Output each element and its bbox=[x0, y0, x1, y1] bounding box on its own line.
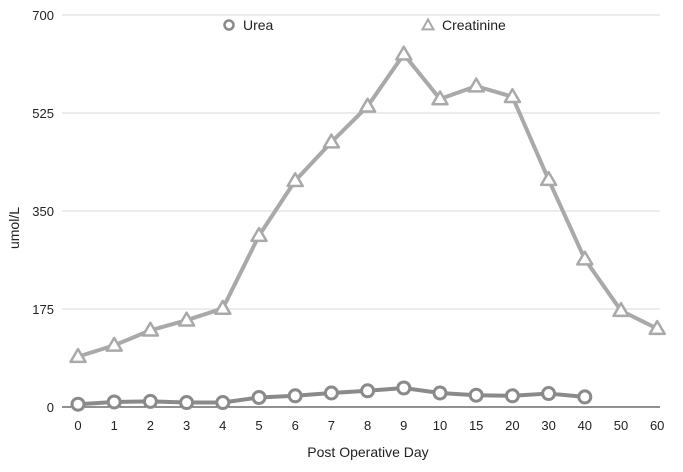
y-axis-title: umol/L bbox=[6, 207, 22, 249]
x-tick-label: 6 bbox=[292, 418, 299, 433]
urea-point bbox=[70, 396, 86, 412]
creatinine-point bbox=[612, 301, 630, 318]
x-tick-label: 10 bbox=[433, 418, 447, 433]
creatinine-point bbox=[539, 170, 558, 187]
urea-point bbox=[323, 385, 339, 401]
series-urea bbox=[70, 380, 593, 412]
creatinine-point bbox=[395, 45, 413, 61]
x-tick-label: 15 bbox=[469, 418, 483, 433]
urea-point bbox=[360, 383, 376, 399]
x-tick-label: 50 bbox=[614, 418, 628, 433]
creatinine-point bbox=[214, 299, 232, 315]
creatinine-point bbox=[467, 77, 485, 93]
creatinine-point bbox=[286, 172, 304, 188]
urea-point bbox=[179, 395, 195, 411]
urea-point bbox=[432, 385, 448, 401]
y-tick-label: 0 bbox=[47, 400, 54, 415]
x-tick-label: 40 bbox=[578, 418, 592, 433]
legend: Urea Creatinine bbox=[223, 17, 506, 33]
creatinine-point bbox=[105, 336, 123, 352]
x-tick-label: 2 bbox=[147, 418, 154, 433]
gridlines bbox=[62, 14, 660, 310]
legend-item-urea: Urea bbox=[223, 17, 274, 33]
x-tick-label: 7 bbox=[328, 418, 335, 433]
urea-point bbox=[251, 389, 267, 405]
x-tick-label: 4 bbox=[219, 418, 226, 433]
urea-point bbox=[541, 386, 557, 402]
x-tick-label: 60 bbox=[650, 418, 664, 433]
urea-point bbox=[142, 393, 158, 409]
x-tick-label: 3 bbox=[183, 418, 190, 433]
creatinine-point bbox=[503, 88, 522, 104]
urea-point bbox=[106, 394, 122, 410]
legend-marker-triangle-icon bbox=[420, 17, 436, 31]
creatinine-point bbox=[177, 311, 196, 327]
y-tick-label: 175 bbox=[32, 302, 54, 317]
urea-point bbox=[215, 395, 231, 411]
creatinine-point bbox=[648, 319, 666, 336]
y-tick-label: 350 bbox=[32, 204, 54, 219]
x-tick-label: 5 bbox=[255, 418, 262, 433]
y-tick-label: 525 bbox=[32, 106, 54, 121]
series-layer bbox=[69, 45, 666, 412]
creatinine-point bbox=[141, 321, 160, 337]
series-creatinine bbox=[69, 45, 666, 364]
creatinine-point bbox=[358, 97, 377, 113]
legend-marker-circle-icon bbox=[223, 19, 235, 31]
legend-label: Creatinine bbox=[442, 17, 506, 33]
urea-point bbox=[396, 380, 412, 396]
x-tick-label: 20 bbox=[505, 418, 519, 433]
urea-point bbox=[468, 387, 484, 403]
urea-point bbox=[577, 389, 593, 405]
x-tick-label: 1 bbox=[111, 418, 118, 433]
creatinine-point bbox=[250, 226, 268, 243]
x-tick-label: 8 bbox=[364, 418, 371, 433]
urea-point bbox=[504, 388, 520, 404]
creatinine-point bbox=[69, 347, 87, 364]
x-tick-label: 30 bbox=[541, 418, 555, 433]
x-tick-label: 0 bbox=[74, 418, 81, 433]
x-tick-label: 9 bbox=[400, 418, 407, 433]
legend-item-creatinine: Creatinine bbox=[420, 17, 506, 33]
urea-point bbox=[287, 388, 303, 404]
legend-label: Urea bbox=[243, 17, 274, 33]
x-axis-title: Post Operative Day bbox=[307, 444, 428, 460]
y-axis-ticks: 0 175 350 525 700 bbox=[32, 8, 54, 415]
creatinine-point bbox=[431, 90, 449, 106]
x-axis-ticks: 0 1 2 3 4 5 6 7 8 9 10 15 20 30 40 50 60 bbox=[74, 418, 664, 433]
creatinine-point bbox=[322, 133, 341, 149]
y-tick-label: 700 bbox=[32, 8, 54, 23]
creatinine-point bbox=[576, 250, 594, 266]
